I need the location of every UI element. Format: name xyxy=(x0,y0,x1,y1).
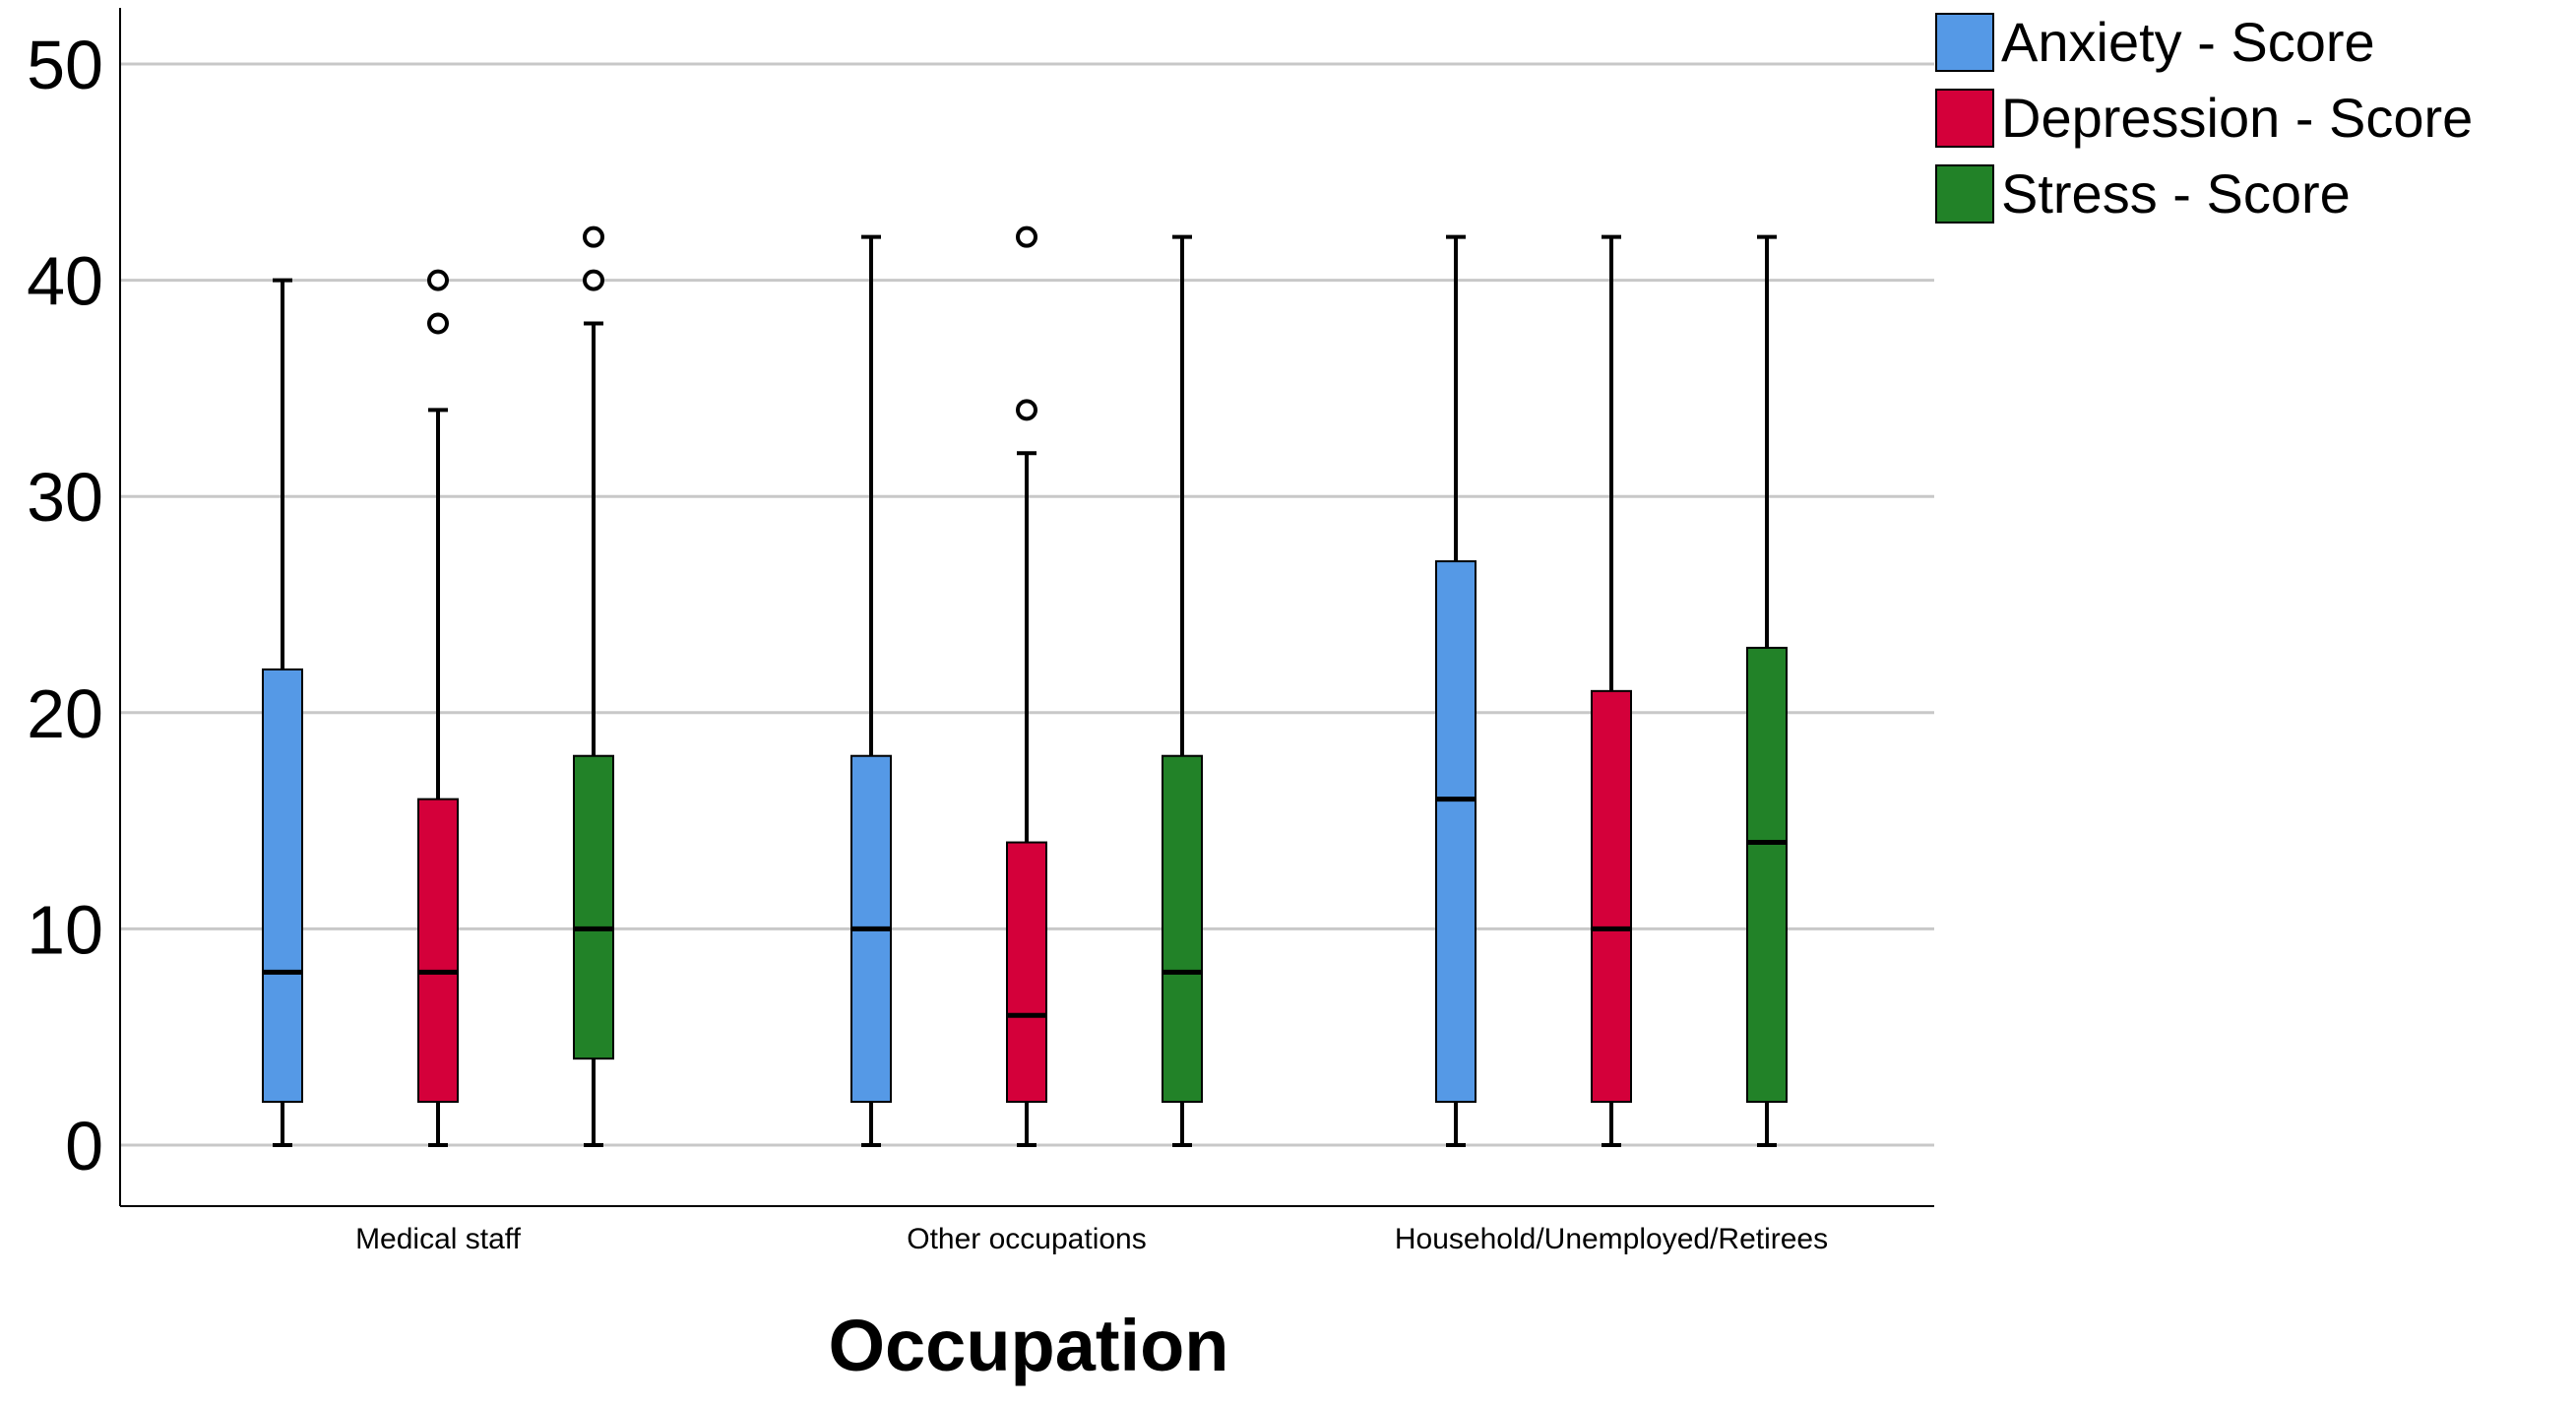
iqr-box xyxy=(1435,560,1476,1104)
y-tick-label: 40 xyxy=(27,243,103,320)
iqr-box xyxy=(417,798,459,1104)
legend-label: Anxiety - Score xyxy=(2001,11,2375,73)
outlier-point xyxy=(583,225,604,248)
legend-label: Depression - Score xyxy=(2001,87,2473,149)
outlier-point xyxy=(427,269,449,291)
iqr-box xyxy=(262,668,303,1104)
x-axis-title: Occupation xyxy=(828,1305,1228,1386)
axes xyxy=(119,8,1934,1207)
box-stress-score2 xyxy=(1746,234,1788,1147)
category-labels: Medical staff Other occupations Household/… xyxy=(355,1223,1828,1255)
legend-swatch xyxy=(1935,89,1994,148)
y-tick-label: 30 xyxy=(27,459,103,536)
legend-swatch xyxy=(1935,13,1994,72)
box-anxiety-score2 xyxy=(1435,234,1476,1147)
y-tick-label: 20 xyxy=(27,675,103,752)
iqr-box xyxy=(1162,754,1203,1104)
box-series xyxy=(262,225,1788,1147)
y-tick-label: 0 xyxy=(65,1108,103,1184)
legend: Anxiety - Score Depression - Score Stress … xyxy=(1935,11,2473,224)
box-stress-score1 xyxy=(1162,234,1203,1147)
box-anxiety-score0 xyxy=(262,278,303,1147)
legend-swatch xyxy=(1935,164,1994,224)
box-depression-score1 xyxy=(1006,225,1047,1147)
box-depression-score2 xyxy=(1591,234,1632,1147)
category-label: Other occupations xyxy=(907,1223,1146,1255)
box-stress-score0 xyxy=(573,225,614,1147)
category-label: Medical staff xyxy=(355,1223,522,1255)
category-label: Household/Unemployed/Retirees xyxy=(1395,1223,1828,1255)
iqr-box xyxy=(1006,841,1047,1104)
y-tick-label: 10 xyxy=(27,891,103,968)
box-depression-score0 xyxy=(417,269,459,1147)
legend-label: Stress - Score xyxy=(2001,162,2351,224)
outlier-point xyxy=(1016,399,1037,421)
outlier-point xyxy=(583,269,604,291)
iqr-box xyxy=(1746,646,1788,1104)
outlier-point xyxy=(427,312,449,335)
iqr-box xyxy=(573,754,614,1060)
box-anxiety-score1 xyxy=(850,234,892,1147)
y-tick-labels: 0 10 20 30 40 50 xyxy=(27,27,103,1184)
outlier-point xyxy=(1016,225,1037,248)
y-tick-label: 50 xyxy=(27,27,103,103)
iqr-box xyxy=(1591,689,1632,1104)
